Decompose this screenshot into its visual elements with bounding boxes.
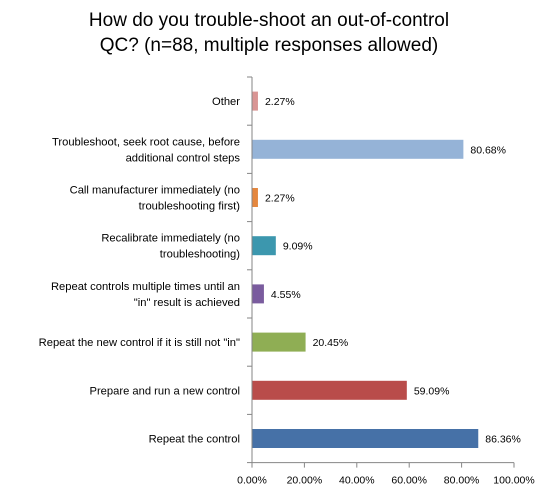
x-tick-label: 20.00% bbox=[287, 475, 323, 487]
plot-area: 0.00% 20.00% 40.00% 60.00% 80.00% 100.00% 2.27… bbox=[39, 76, 535, 487]
data-label: 80.68% bbox=[470, 144, 506, 156]
data-label: 20.45% bbox=[313, 337, 349, 349]
category-label: troubleshooting first) bbox=[139, 201, 241, 213]
x-tick-label: 60.00% bbox=[391, 475, 427, 487]
category-label: "in" result is achieved bbox=[134, 297, 240, 309]
x-tick-label: 100.00% bbox=[493, 475, 534, 487]
category-label: Repeat controls multiple times until an bbox=[51, 281, 240, 293]
chart-title-line-2: QC? (n=88, multiple responses allowed) bbox=[100, 35, 438, 56]
category-label: additional control steps bbox=[126, 152, 241, 164]
category-label: Other bbox=[212, 96, 240, 108]
bar bbox=[252, 332, 306, 352]
x-tick-label: 40.00% bbox=[339, 475, 375, 487]
chart-title-line-1: How do you trouble-shoot an out-of-contr… bbox=[89, 10, 449, 31]
bar bbox=[252, 139, 464, 159]
data-label: 86.36% bbox=[485, 434, 521, 446]
data-label: 2.27% bbox=[265, 96, 295, 108]
category-label: troubleshooting) bbox=[160, 249, 241, 261]
data-label: 4.55% bbox=[271, 289, 301, 301]
x-tick-label: 0.00% bbox=[237, 475, 267, 487]
bar bbox=[252, 284, 264, 304]
data-label: 9.09% bbox=[283, 241, 313, 253]
category-label: Repeat the new control if it is still no… bbox=[39, 337, 240, 349]
x-tick-label: 80.00% bbox=[444, 475, 480, 487]
bar bbox=[252, 236, 276, 256]
category-label: Troubleshoot, seek root cause, before bbox=[52, 136, 240, 148]
data-label: 2.27% bbox=[265, 193, 295, 205]
bar bbox=[252, 91, 258, 111]
bar bbox=[252, 380, 407, 400]
category-label: Prepare and run a new control bbox=[89, 385, 240, 397]
category-label: Repeat the control bbox=[149, 434, 240, 446]
data-label: 59.09% bbox=[414, 385, 450, 397]
category-label: Call manufacturer immediately (no bbox=[70, 185, 240, 197]
bar bbox=[252, 429, 479, 448]
category-label: Recalibrate immediately (no bbox=[101, 233, 240, 245]
bar bbox=[252, 188, 258, 207]
